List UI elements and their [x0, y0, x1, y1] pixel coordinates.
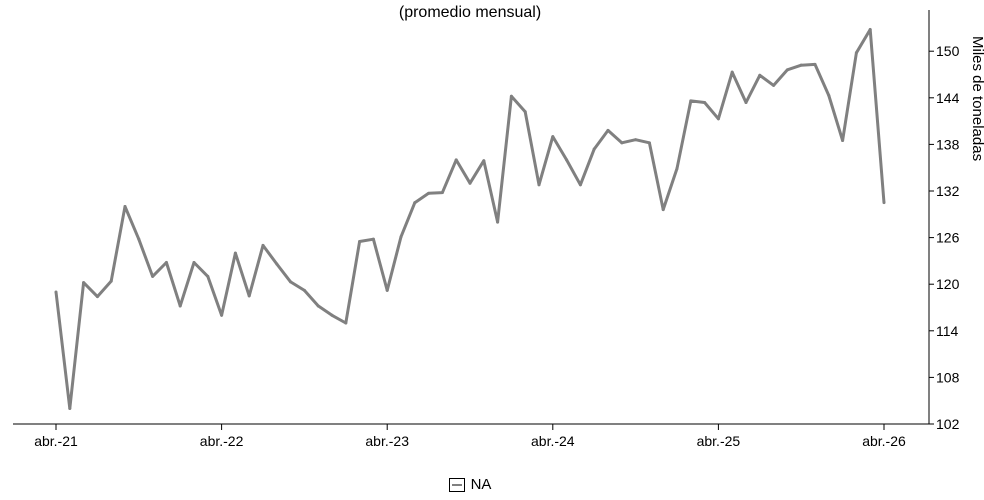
data-point: [164, 260, 168, 264]
legend: NA: [0, 476, 940, 493]
legend-swatch-na: [448, 477, 465, 492]
x-tick-label: abr.-24: [531, 433, 575, 449]
data-point: [868, 27, 872, 31]
data-point: [344, 321, 348, 325]
data-point: [841, 139, 845, 143]
series-line-na: [54, 28, 886, 410]
data-point: [661, 208, 665, 212]
data-point: [551, 135, 555, 139]
data-point: [178, 304, 182, 308]
y-tick-label: 108: [936, 369, 960, 385]
data-point: [772, 83, 776, 87]
y-tick-label: 144: [936, 90, 960, 106]
y-tick-label: 126: [936, 230, 960, 246]
y-tick-label: 150: [936, 43, 960, 59]
data-point: [385, 288, 389, 292]
data-point: [468, 181, 472, 185]
data-point: [316, 304, 320, 308]
data-point: [758, 73, 762, 77]
y-tick-label: 114: [936, 323, 959, 339]
x-ticks: abr.-21 abr.-22 abr.-23 abr.-24 abr.-25 abr.-…: [34, 424, 906, 449]
data-point: [206, 274, 210, 278]
x-tick-label: abr.-21: [34, 433, 78, 449]
data-point: [565, 158, 569, 162]
data-point: [261, 243, 265, 247]
data-point: [330, 313, 334, 317]
data-point: [82, 281, 86, 285]
data-point: [827, 93, 831, 97]
data-point: [537, 183, 541, 187]
y-ticks: 102 108 114 120 126 132 138 144 150: [929, 43, 960, 432]
data-point: [440, 191, 444, 195]
chart-subtitle: (promedio mensual): [398, 4, 542, 21]
data-point: [454, 158, 458, 162]
data-point: [813, 62, 817, 66]
data-point: [882, 201, 886, 205]
data-point: [744, 100, 748, 104]
data-point: [358, 239, 362, 243]
data-point: [799, 63, 803, 67]
y-tick-label: 138: [936, 136, 960, 152]
data-point: [123, 205, 127, 209]
data-point: [509, 94, 513, 98]
data-point: [647, 141, 651, 145]
data-point: [675, 166, 679, 170]
data-point: [399, 235, 403, 239]
data-point: [496, 220, 500, 224]
data-point: [523, 110, 527, 114]
data-point: [371, 237, 375, 241]
data-point: [192, 260, 196, 264]
data-point: [68, 406, 72, 410]
data-point: [54, 290, 58, 294]
data-point: [109, 279, 113, 283]
data-point: [247, 294, 251, 298]
y-axis-label: Miles de toneladas: [969, 36, 984, 162]
data-point: [233, 251, 237, 255]
data-point: [703, 100, 707, 104]
data-point: [620, 141, 624, 145]
y-tick-label: 102: [936, 416, 960, 432]
y-tick-label: 120: [936, 276, 960, 292]
data-point: [95, 295, 99, 299]
data-point: [482, 159, 486, 163]
data-point: [854, 51, 858, 55]
x-tick-label: abr.-22: [200, 433, 244, 449]
data-point: [220, 313, 224, 317]
data-point: [785, 68, 789, 72]
legend-label-na: NA: [470, 476, 492, 493]
data-point: [592, 147, 596, 151]
y-tick-label: 132: [936, 183, 960, 199]
data-point: [689, 99, 693, 103]
x-tick-label: abr.-25: [697, 433, 741, 449]
data-point: [289, 280, 293, 284]
data-point: [275, 262, 279, 266]
data-point: [302, 288, 306, 292]
data-point: [413, 201, 417, 205]
data-point: [634, 138, 638, 142]
data-point: [716, 117, 720, 121]
data-point: [427, 191, 431, 195]
data-point: [137, 237, 141, 241]
data-point: [578, 183, 582, 187]
data-point: [606, 128, 610, 132]
data-point: [151, 274, 155, 278]
data-point: [730, 70, 734, 74]
x-tick-label: abr.-26: [862, 433, 906, 449]
x-tick-label: abr.-23: [365, 433, 409, 449]
